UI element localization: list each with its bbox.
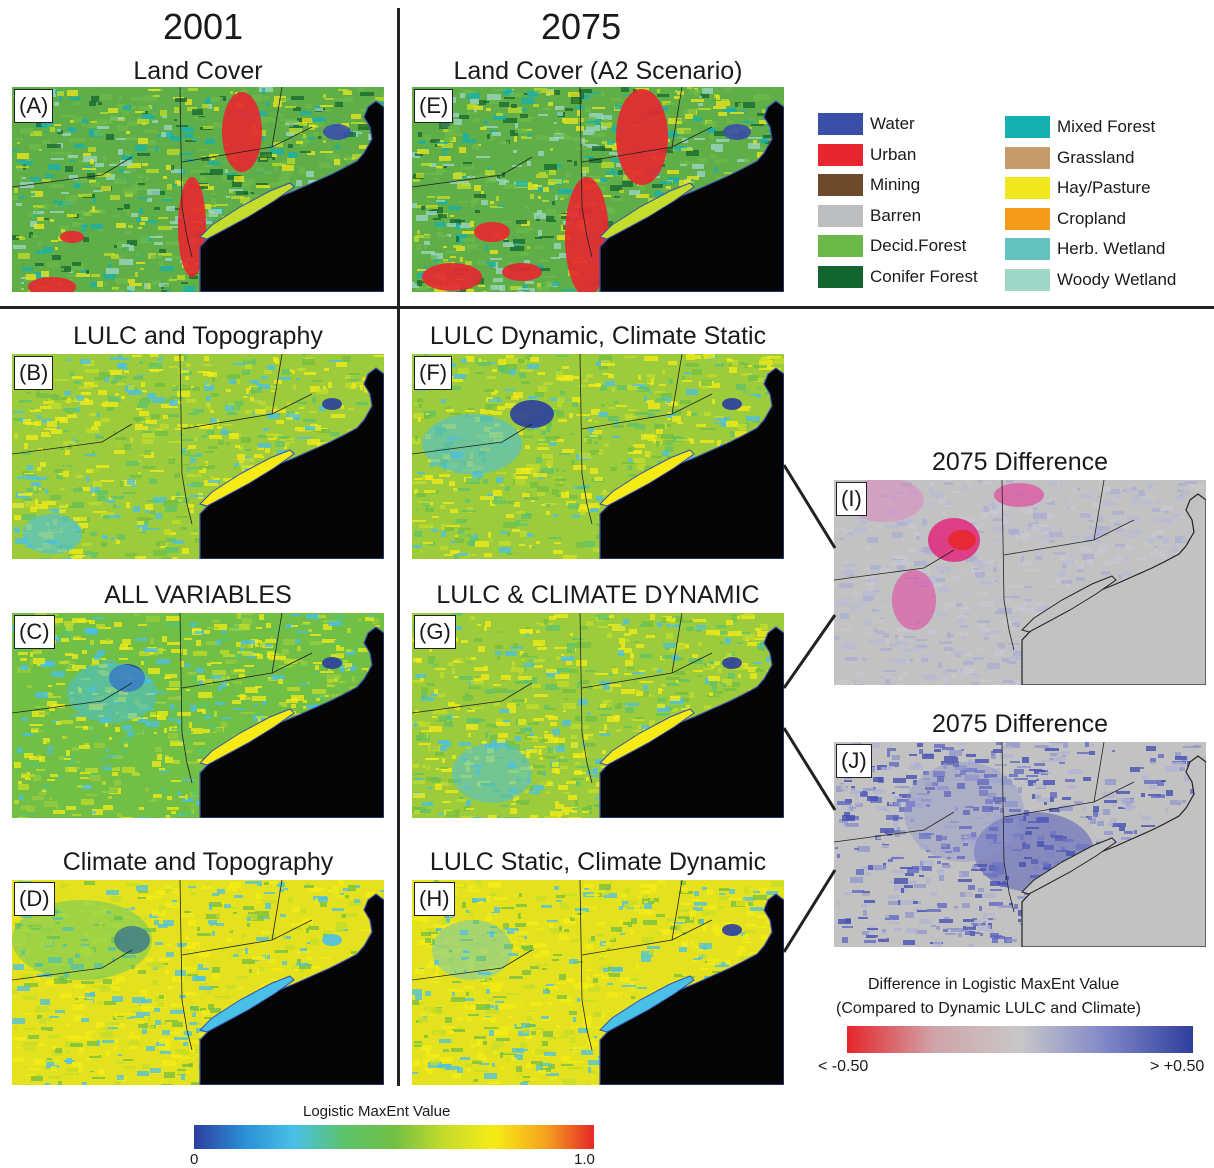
connector-lines: [780, 460, 840, 960]
panel-g-title: LULC & CLIMATE DYNAMIC: [412, 581, 784, 610]
map-panel-a: (A): [12, 87, 384, 292]
legend-label: Mining: [870, 175, 920, 195]
panel-f-label: (F): [414, 356, 452, 390]
legend-swatch: [818, 144, 863, 166]
map-panel-d: (D): [12, 880, 384, 1085]
difference-color-bar: [847, 1026, 1193, 1053]
map-panel-f: (F): [412, 354, 784, 559]
map-panel-b: (B): [12, 354, 384, 559]
panel-j-title: 2075 Difference: [834, 710, 1206, 739]
legend-label: Grassland: [1057, 148, 1134, 168]
difference-max-label-clip: > +0.50: [1150, 1058, 1214, 1076]
legend-label: Hay/Pasture: [1057, 178, 1151, 198]
panel-h-title: LULC Static, Climate Dynamic: [412, 848, 784, 877]
panel-i-title: 2075 Difference: [834, 448, 1206, 477]
map-panel-i: (I): [834, 480, 1206, 685]
map-panel-c: (C): [12, 613, 384, 818]
maxent-max-label: 1.0: [574, 1151, 595, 1168]
panel-i-label: (I): [836, 482, 867, 516]
legend-swatch: [1005, 238, 1050, 260]
legend-label: Mixed Forest: [1057, 117, 1155, 137]
legend-label: Water: [870, 114, 915, 134]
panel-a-label: (A): [14, 89, 53, 123]
year-2075-heading: 2075: [541, 6, 621, 48]
difference-max-label: > +0.50: [1150, 1058, 1204, 1075]
legend-swatch: [1005, 269, 1050, 291]
legend-swatch: [1005, 147, 1050, 169]
panel-c-title: ALL VARIABLES: [12, 581, 384, 610]
map-panel-e: (E): [412, 87, 784, 292]
panel-e-title: Land Cover (A2 Scenario): [412, 57, 784, 86]
maxent-color-bar: [194, 1125, 594, 1149]
difference-scale-title-line2: (Compared to Dynamic LULC and Climate): [836, 1000, 1141, 1018]
panel-b-label: (B): [14, 356, 53, 390]
legend-label: Urban: [870, 145, 916, 165]
panel-d-label: (D): [14, 882, 55, 916]
legend-swatch: [1005, 208, 1050, 230]
legend-label: Herb. Wetland: [1057, 239, 1165, 259]
difference-min-label: < -0.50: [818, 1058, 868, 1076]
panel-f-title: LULC Dynamic, Climate Static: [412, 322, 784, 351]
legend-label: Decid.Forest: [870, 236, 966, 256]
panel-a-title: Land Cover: [12, 57, 384, 86]
legend-swatch: [1005, 177, 1050, 199]
column-divider: [397, 8, 400, 1086]
maxent-scale-title: Logistic MaxEnt Value: [303, 1103, 450, 1120]
year-2001-heading: 2001: [163, 6, 243, 48]
panel-j-label: (J): [836, 744, 872, 778]
panel-e-label: (E): [414, 89, 453, 123]
legend-swatch: [818, 235, 863, 257]
legend-swatch: [818, 113, 863, 135]
legend-label: Conifer Forest: [870, 267, 978, 287]
panel-g-label: (G): [414, 615, 456, 649]
maxent-min-label: 0: [190, 1151, 198, 1168]
panel-b-title: LULC and Topography: [12, 322, 384, 351]
difference-scale-title-line1: Difference in Logistic MaxEnt Value: [868, 976, 1119, 994]
legend-swatch: [818, 205, 863, 227]
map-panel-g: (G): [412, 613, 784, 818]
legend-label: Barren: [870, 206, 921, 226]
legend-label: Woody Wetland: [1057, 270, 1176, 290]
legend-label: Cropland: [1057, 209, 1126, 229]
map-panel-h: (H): [412, 880, 784, 1085]
legend-swatch: [1005, 116, 1050, 138]
legend-swatch: [818, 266, 863, 288]
row-divider: [0, 306, 1214, 309]
panel-d-title: Climate and Topography: [12, 848, 384, 877]
panel-c-label: (C): [14, 615, 55, 649]
map-panel-j: (J): [834, 742, 1206, 947]
panel-h-label: (H): [414, 882, 455, 916]
legend-swatch: [818, 174, 863, 196]
